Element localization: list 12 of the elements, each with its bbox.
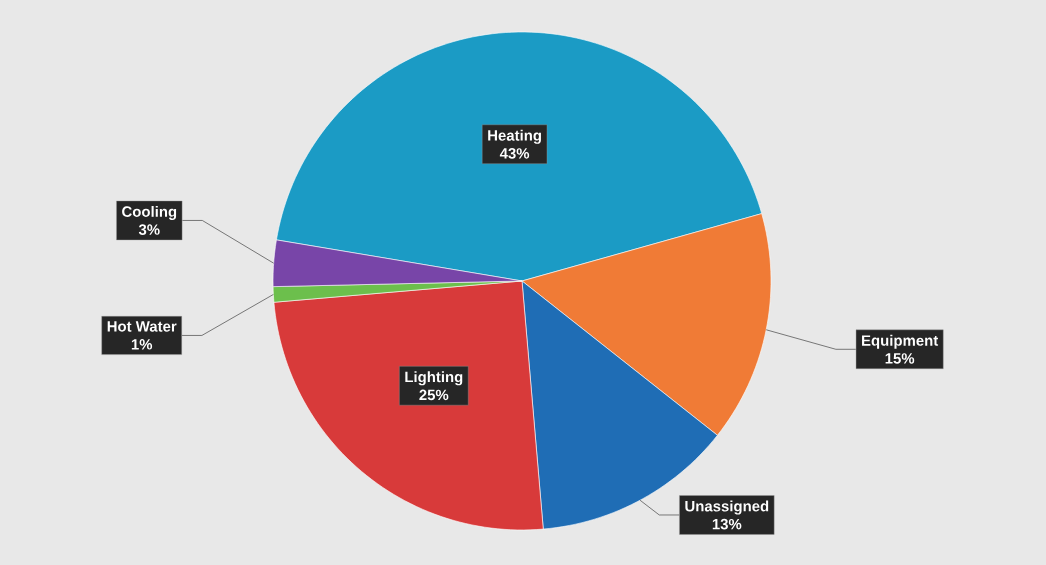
slice-label: Unassigned [685, 500, 769, 515]
data-label: 3% [138, 224, 160, 235]
data-label: 43% [499, 148, 530, 159]
data-label: 13% [712, 518, 742, 530]
data-label: 1% [131, 339, 153, 350]
data-label: 15% [885, 353, 915, 364]
slice-label: Cooling [122, 205, 177, 220]
slice-label: Hot Water [107, 321, 177, 332]
slice-label: Lighting [405, 371, 463, 386]
data-label: 25% [419, 389, 449, 401]
slice-label: Heating [488, 129, 541, 144]
slice-label: Equipment [862, 334, 939, 349]
